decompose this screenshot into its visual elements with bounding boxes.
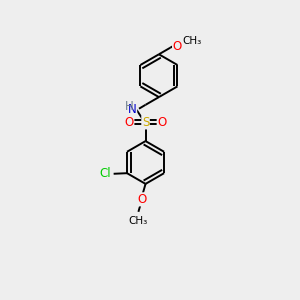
Text: O: O bbox=[124, 116, 134, 129]
Text: H: H bbox=[125, 100, 134, 113]
Text: O: O bbox=[137, 193, 147, 206]
Text: CH₃: CH₃ bbox=[183, 36, 202, 46]
Text: O: O bbox=[172, 40, 182, 53]
Text: O: O bbox=[157, 116, 167, 129]
Text: S: S bbox=[142, 116, 149, 129]
Text: Cl: Cl bbox=[99, 167, 111, 180]
Text: CH₃: CH₃ bbox=[129, 216, 148, 226]
Text: N: N bbox=[128, 103, 136, 116]
